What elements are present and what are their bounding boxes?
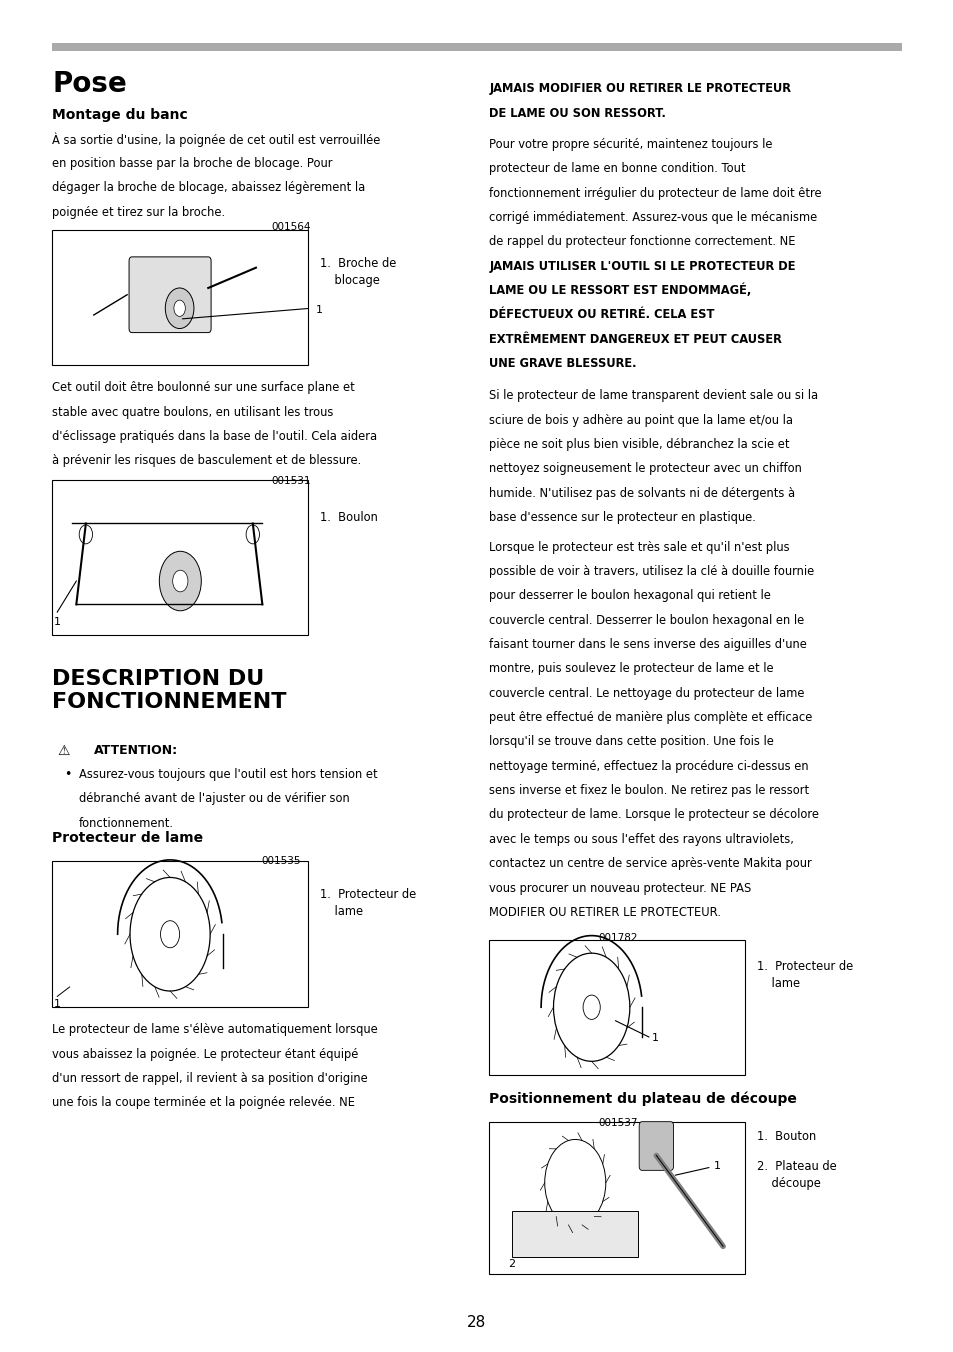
Text: poignée et tirez sur la broche.: poignée et tirez sur la broche. <box>52 206 225 219</box>
Circle shape <box>582 995 599 1019</box>
Text: 1: 1 <box>713 1161 720 1171</box>
Text: Pose: Pose <box>52 70 127 99</box>
Text: 1.  Broche de
    blocage: 1. Broche de blocage <box>319 257 395 287</box>
FancyBboxPatch shape <box>639 1122 673 1171</box>
Text: JAMAIS UTILISER L'OUTIL SI LE PROTECTEUR DE: JAMAIS UTILISER L'OUTIL SI LE PROTECTEUR… <box>489 260 795 273</box>
Text: d'éclissage pratiqués dans la base de l'outil. Cela aidera: d'éclissage pratiqués dans la base de l'… <box>52 430 377 443</box>
Circle shape <box>159 552 201 611</box>
Text: 001782: 001782 <box>598 933 638 942</box>
Text: 1: 1 <box>53 999 61 1009</box>
Text: fonctionnement irrégulier du protecteur de lame doit être: fonctionnement irrégulier du protecteur … <box>489 187 821 200</box>
Text: 1: 1 <box>651 1033 659 1044</box>
Text: fonctionnement.: fonctionnement. <box>79 817 174 830</box>
Text: 1.  Protecteur de
    lame: 1. Protecteur de lame <box>319 887 416 918</box>
Text: 1.  Protecteur de
    lame: 1. Protecteur de lame <box>756 960 852 990</box>
Bar <box>52 43 901 51</box>
Text: sciure de bois y adhère au point que la lame et/ou la: sciure de bois y adhère au point que la … <box>489 414 793 427</box>
Text: DE LAME OU SON RESSORT.: DE LAME OU SON RESSORT. <box>489 107 665 120</box>
Text: Cet outil doit être boulonné sur une surface plane et: Cet outil doit être boulonné sur une sur… <box>52 381 355 395</box>
Circle shape <box>246 525 259 544</box>
Text: protecteur de lame en bonne condition. Tout: protecteur de lame en bonne condition. T… <box>489 162 745 176</box>
Bar <box>52 480 308 635</box>
Circle shape <box>172 571 188 592</box>
Text: Montage du banc: Montage du banc <box>52 108 188 122</box>
Text: contactez un centre de service après-vente Makita pour: contactez un centre de service après-ven… <box>489 857 811 871</box>
Text: Positionnement du plateau de découpe: Positionnement du plateau de découpe <box>489 1091 797 1106</box>
Text: pièce ne soit plus bien visible, débranchez la scie et: pièce ne soit plus bien visible, débranc… <box>489 438 789 452</box>
Text: EXTRÊMEMENT DANGEREUX ET PEUT CAUSER: EXTRÊMEMENT DANGEREUX ET PEUT CAUSER <box>489 333 781 346</box>
Text: corrigé immédiatement. Assurez-vous que le mécanisme: corrigé immédiatement. Assurez-vous que … <box>489 211 817 224</box>
Text: UNE GRAVE BLESSURE.: UNE GRAVE BLESSURE. <box>489 357 637 370</box>
Text: JAMAIS MODIFIER OU RETIRER LE PROTECTEUR: JAMAIS MODIFIER OU RETIRER LE PROTECTEUR <box>489 82 791 96</box>
Text: 2: 2 <box>508 1260 515 1270</box>
Bar <box>489 940 744 1075</box>
Text: Protecteur de lame: Protecteur de lame <box>52 831 203 845</box>
Text: lorsqu'il se trouve dans cette position. Une fois le: lorsqu'il se trouve dans cette position.… <box>489 735 774 749</box>
Circle shape <box>544 1140 605 1226</box>
Text: 001535: 001535 <box>261 856 301 865</box>
Text: pour desserrer le boulon hexagonal qui retient le: pour desserrer le boulon hexagonal qui r… <box>489 589 770 603</box>
Text: 1.  Boulon: 1. Boulon <box>319 511 377 525</box>
Text: Le protecteur de lame s'élève automatiquement lorsque: Le protecteur de lame s'élève automatiqu… <box>52 1023 377 1037</box>
Text: stable avec quatre boulons, en utilisant les trous: stable avec quatre boulons, en utilisant… <box>52 406 334 419</box>
Text: Pour votre propre sécurité, maintenez toujours le: Pour votre propre sécurité, maintenez to… <box>489 138 772 151</box>
Text: MODIFIER OU RETIRER LE PROTECTEUR.: MODIFIER OU RETIRER LE PROTECTEUR. <box>489 906 720 919</box>
Text: ⚠: ⚠ <box>57 744 70 757</box>
Text: Lorsque le protecteur est très sale et qu'il n'est plus: Lorsque le protecteur est très sale et q… <box>489 541 789 554</box>
Text: 1.  Bouton: 1. Bouton <box>756 1130 815 1142</box>
Text: 001531: 001531 <box>271 476 311 485</box>
Text: 001564: 001564 <box>271 222 311 231</box>
Text: Assurez-vous toujours que l'outil est hors tension et: Assurez-vous toujours que l'outil est ho… <box>79 768 377 781</box>
Bar <box>52 230 308 365</box>
Text: 001537: 001537 <box>598 1118 638 1128</box>
Circle shape <box>160 921 179 948</box>
Text: sens inverse et fixez le boulon. Ne retirez pas le ressort: sens inverse et fixez le boulon. Ne reti… <box>489 784 809 798</box>
Text: LAME OU LE RESSORT EST ENDOMMAGÉ,: LAME OU LE RESSORT EST ENDOMMAGÉ, <box>489 284 751 297</box>
Text: couvercle central. Desserrer le boulon hexagonal en le: couvercle central. Desserrer le boulon h… <box>489 614 803 627</box>
Text: peut être effectué de manière plus complète et efficace: peut être effectué de manière plus compl… <box>489 711 812 725</box>
Text: DÉFECTUEUX OU RETIRÉ. CELA EST: DÉFECTUEUX OU RETIRÉ. CELA EST <box>489 308 714 322</box>
Text: de rappel du protecteur fonctionne correctement. NE: de rappel du protecteur fonctionne corre… <box>489 235 795 249</box>
Bar <box>52 861 308 1007</box>
Text: à prévenir les risques de basculement et de blessure.: à prévenir les risques de basculement et… <box>52 454 361 468</box>
Text: 1: 1 <box>315 304 322 315</box>
Text: dégager la broche de blocage, abaissez légèrement la: dégager la broche de blocage, abaissez l… <box>52 181 365 195</box>
Text: DESCRIPTION DU
FONCTIONNEMENT: DESCRIPTION DU FONCTIONNEMENT <box>52 669 287 711</box>
Text: vous abaissez la poignée. Le protecteur étant équipé: vous abaissez la poignée. Le protecteur … <box>52 1048 358 1061</box>
Text: du protecteur de lame. Lorsque le protecteur se décolore: du protecteur de lame. Lorsque le protec… <box>489 808 819 822</box>
Text: montre, puis soulevez le protecteur de lame et le: montre, puis soulevez le protecteur de l… <box>489 662 773 676</box>
Text: d'un ressort de rappel, il revient à sa position d'origine: d'un ressort de rappel, il revient à sa … <box>52 1072 368 1086</box>
Text: Si le protecteur de lame transparent devient sale ou si la: Si le protecteur de lame transparent dev… <box>489 389 818 403</box>
Text: ATTENTION:: ATTENTION: <box>93 744 177 757</box>
Circle shape <box>553 953 629 1061</box>
Text: 28: 28 <box>467 1314 486 1330</box>
Text: 1: 1 <box>53 617 61 627</box>
Text: vous procurer un nouveau protecteur. NE PAS: vous procurer un nouveau protecteur. NE … <box>489 882 751 895</box>
Text: nettoyage terminé, effectuez la procédure ci-dessus en: nettoyage terminé, effectuez la procédur… <box>489 760 808 773</box>
Circle shape <box>130 877 210 991</box>
Circle shape <box>173 300 185 316</box>
Text: À sa sortie d'usine, la poignée de cet outil est verrouillée: À sa sortie d'usine, la poignée de cet o… <box>52 132 380 147</box>
Text: une fois la coupe terminée et la poignée relevée. NE: une fois la coupe terminée et la poignée… <box>52 1096 355 1110</box>
Text: possible de voir à travers, utilisez la clé à douille fournie: possible de voir à travers, utilisez la … <box>489 565 814 579</box>
Text: base d'essence sur le protecteur en plastique.: base d'essence sur le protecteur en plas… <box>489 511 756 525</box>
Bar <box>489 1122 744 1274</box>
Text: nettoyez soigneusement le protecteur avec un chiffon: nettoyez soigneusement le protecteur ave… <box>489 462 801 476</box>
Text: débranché avant de l'ajuster ou de vérifier son: débranché avant de l'ajuster ou de vérif… <box>79 792 350 806</box>
Text: en position basse par la broche de blocage. Pour: en position basse par la broche de bloca… <box>52 157 333 170</box>
Circle shape <box>79 525 92 544</box>
Text: humide. N'utilisez pas de solvants ni de détergents à: humide. N'utilisez pas de solvants ni de… <box>489 487 795 500</box>
Text: couvercle central. Le nettoyage du protecteur de lame: couvercle central. Le nettoyage du prote… <box>489 687 804 700</box>
Text: 2.  Plateau de
    découpe: 2. Plateau de découpe <box>756 1160 836 1190</box>
Text: •: • <box>64 768 71 781</box>
FancyBboxPatch shape <box>512 1211 638 1257</box>
Circle shape <box>165 288 193 329</box>
FancyBboxPatch shape <box>129 257 211 333</box>
Text: avec le temps ou sous l'effet des rayons ultraviolets,: avec le temps ou sous l'effet des rayons… <box>489 833 794 846</box>
Text: faisant tourner dans le sens inverse des aiguilles d'une: faisant tourner dans le sens inverse des… <box>489 638 806 652</box>
